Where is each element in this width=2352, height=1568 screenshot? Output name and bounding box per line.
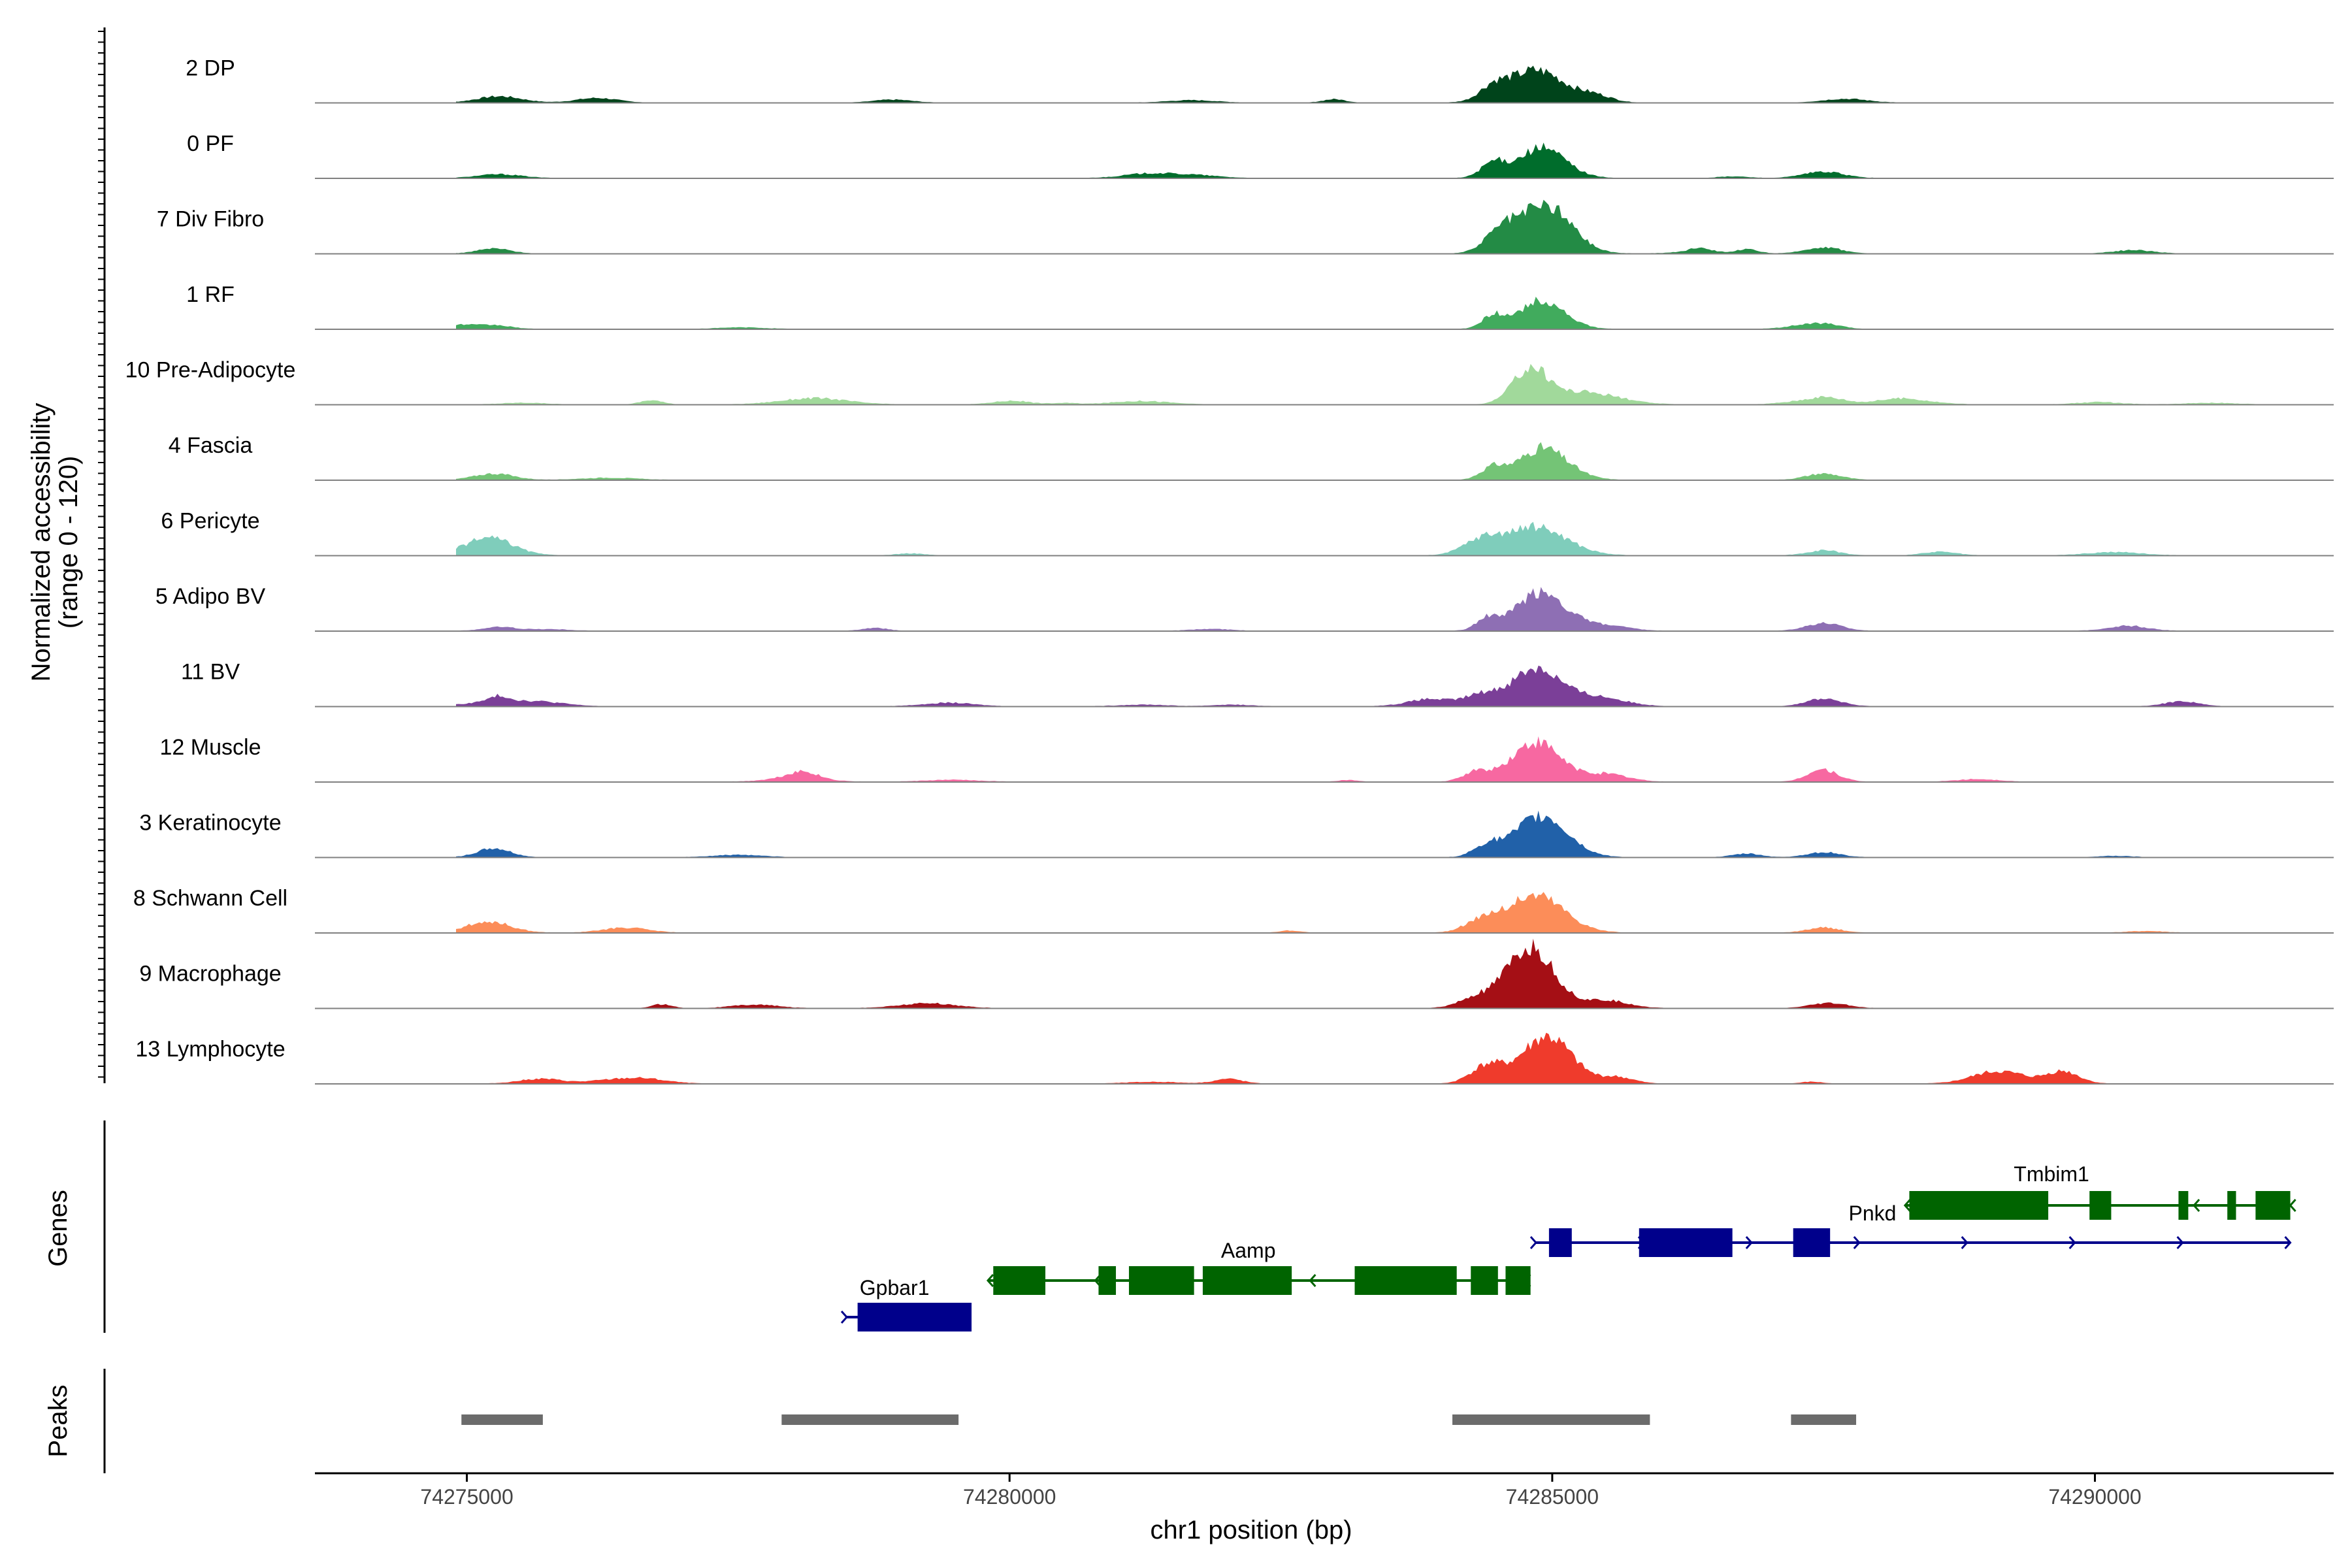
peaks-track-label: Peaks	[44, 1384, 73, 1457]
gene-exon	[1098, 1266, 1117, 1295]
strand-arrow	[986, 1274, 994, 1287]
track-13: 13 Lymphocyte	[135, 1032, 2334, 1085]
gene-pnkd: Pnkd	[1529, 1201, 2292, 1257]
track-11: 8 Schwann Cell	[133, 886, 2334, 934]
track-label: 4 Fascia	[169, 433, 253, 458]
coverage-area	[456, 142, 2269, 178]
gene-exon	[857, 1303, 972, 1331]
track-2: 7 Div Fibro	[157, 199, 2334, 255]
gene-exon	[1548, 1228, 1572, 1257]
strand-arrow	[2193, 1199, 2200, 1212]
gene-exon	[2178, 1191, 2189, 1220]
track-label: 11 BV	[181, 660, 240, 685]
coverage-area	[456, 521, 2269, 556]
gene-label: Gpbar1	[860, 1276, 930, 1299]
strand-arrow	[1961, 1236, 1968, 1249]
track-3: 1 RF	[186, 282, 2334, 330]
gene-exon	[993, 1266, 1046, 1295]
gene-exon	[1354, 1266, 1457, 1295]
track-8: 11 BV	[181, 660, 2334, 708]
gene-exon	[1909, 1191, 2049, 1220]
track-5: 4 Fascia	[169, 433, 2334, 481]
strand-arrow	[1903, 1199, 1911, 1212]
strand-arrow	[2176, 1236, 2184, 1249]
x-axis-title: chr1 position (bp)	[1150, 1516, 1352, 1544]
x-tick-label: 74290000	[2048, 1485, 2141, 1509]
track-10: 3 Keratinocyte	[139, 811, 2334, 858]
track-label: 5 Adipo BV	[155, 584, 266, 609]
track-label: 3 Keratinocyte	[139, 811, 281, 836]
track-4: 10 Pre-Adipocyte	[125, 358, 2334, 406]
track-label: 1 RF	[186, 282, 235, 307]
track-label: 8 Schwann Cell	[133, 886, 287, 911]
strand-arrow	[1529, 1236, 1537, 1249]
y-axis-title: Normalized accessibility (range 0 - 120)	[27, 403, 83, 682]
peaks-track: Peaks	[44, 1369, 1857, 1473]
gene-tmbim1: Tmbim1	[1903, 1162, 2296, 1220]
track-label: 13 Lymphocyte	[135, 1037, 285, 1062]
gene-label: Tmbim1	[2014, 1162, 2089, 1186]
y-axis	[98, 27, 106, 1083]
y-axis-title-line1: Normalized accessibility	[27, 403, 56, 682]
track-label: 0 PF	[187, 131, 234, 156]
gene-aamp: Aamp	[986, 1239, 1531, 1295]
strand-arrow	[2068, 1236, 2076, 1249]
gene-exon	[2089, 1191, 2112, 1220]
peak-region	[781, 1414, 959, 1425]
peak-region	[1452, 1414, 1650, 1425]
x-tick-label: 74280000	[963, 1485, 1056, 1509]
track-7: 5 Adipo BV	[155, 584, 2334, 632]
gene-exon	[1505, 1266, 1531, 1295]
coverage-area	[456, 938, 2269, 1009]
track-label: 10 Pre-Adipocyte	[125, 358, 296, 383]
strand-arrow	[1309, 1274, 1316, 1287]
coverage-area	[456, 199, 2269, 254]
track-6: 6 Pericyte	[161, 509, 2334, 557]
strand-arrow	[2284, 1236, 2292, 1249]
strand-arrow	[1745, 1236, 1753, 1249]
strand-arrow	[840, 1311, 849, 1324]
gene-exon	[2227, 1191, 2236, 1220]
coverage-area	[456, 65, 2269, 103]
gene-label: Pnkd	[1848, 1201, 1896, 1225]
track-label: 9 Macrophage	[139, 962, 281, 987]
track-label: 12 Muscle	[160, 735, 261, 760]
track-9: 12 Muscle	[160, 735, 2334, 783]
x-axis: chr1 position (bp) 74275000 74280000 74285…	[315, 1472, 2334, 1544]
genes-track-label: Genes	[44, 1190, 73, 1267]
gene-exon	[2255, 1191, 2291, 1220]
strand-arrow	[2289, 1199, 2296, 1212]
gene-gpbar1: Gpbar1	[840, 1276, 972, 1331]
genes-track: Genes Gpbar1 Aamp Pnkd Tmbim1	[44, 1120, 2296, 1333]
coverage-area	[456, 810, 2269, 858]
peak-region	[461, 1414, 543, 1425]
y-axis-title-line2: (range 0 - 120)	[54, 456, 83, 629]
track-12: 9 Macrophage	[139, 938, 2334, 1009]
gene-exon	[1639, 1228, 1733, 1257]
track-label: 7 Div Fibro	[157, 207, 264, 232]
coverage-area	[456, 736, 2269, 782]
x-tick-label: 74285000	[1506, 1485, 1599, 1509]
gene-label: Aamp	[1221, 1239, 1276, 1262]
track-1: 0 PF	[187, 131, 2334, 179]
track-label: 2 DP	[186, 56, 235, 81]
coverage-area	[456, 1032, 2269, 1084]
gene-exon	[1793, 1228, 1831, 1257]
coverage-area	[456, 364, 2269, 405]
strand-arrow	[1853, 1236, 1861, 1249]
coverage-area	[456, 587, 2269, 631]
coverage-area	[456, 665, 2269, 707]
gene-exon	[1128, 1266, 1194, 1295]
coverage-area	[456, 297, 2269, 329]
gene-exon	[1202, 1266, 1292, 1295]
coverage-area	[456, 442, 2269, 480]
gene-exon	[1471, 1266, 1498, 1295]
track-0: 2 DP	[186, 56, 2334, 104]
coverage-tracks: 2 DP 0 PF 7 Div Fibro 1 RF 10 Pre-Adipocyte 4…	[125, 56, 2334, 1085]
track-label: 6 Pericyte	[161, 509, 259, 534]
peak-region	[1791, 1414, 1857, 1425]
coverage-area	[456, 892, 2269, 933]
x-tick-label: 74275000	[420, 1485, 513, 1509]
